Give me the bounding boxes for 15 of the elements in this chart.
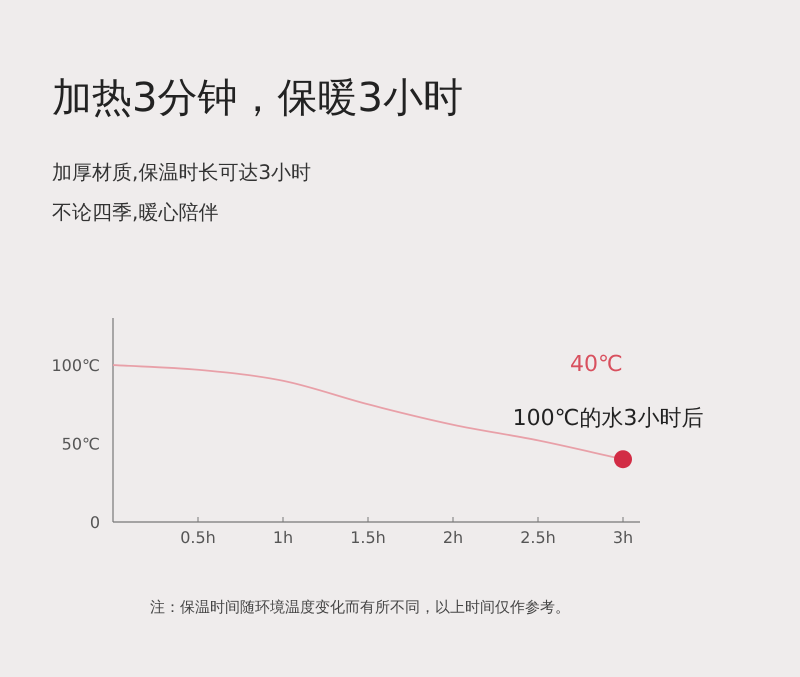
annotation: 100℃的水3小时后 — [512, 406, 704, 432]
text: 注：保温时间随环境温度变化而有所不同，以上时间仅作参考。 — [149, 598, 571, 617]
x-tick-label: 1h — [272, 528, 294, 547]
x-tick-label: 2h — [442, 528, 464, 547]
chart-title: 加热3分钟，保暖3小时 — [52, 74, 463, 123]
x-tick-label: 0.5h — [180, 528, 216, 547]
y-tick-label: 50℃ — [62, 434, 100, 454]
y-tick-label: 0 — [90, 513, 100, 532]
text: 不论四季,暖心陪伴 — [52, 199, 218, 226]
x-tick-label: 2.5h — [520, 528, 556, 547]
annotation: 40℃ — [570, 352, 623, 377]
y-tick-label: 100℃ — [51, 356, 100, 376]
chart-subtitle: 加厚材质,保温时长可达3小时 — [52, 159, 312, 186]
x-tick-label: 3h — [612, 528, 634, 547]
x-tick-label: 1.5h — [350, 528, 386, 547]
